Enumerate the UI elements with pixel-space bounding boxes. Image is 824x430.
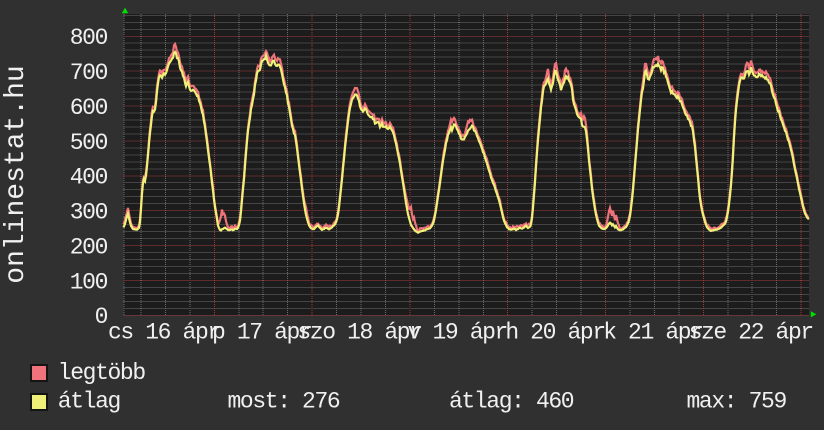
svg-text:p 17 ápr: p 17 ápr: [212, 320, 311, 346]
svg-text:átlag: 460: átlag: 460: [449, 388, 574, 414]
svg-text:max: 759: max: 759: [687, 388, 787, 414]
svg-text:szo 18 ápr: szo 18 ápr: [297, 320, 421, 346]
svg-text:most: 276: most: 276: [228, 388, 340, 414]
svg-text:500: 500: [70, 130, 108, 156]
svg-text:h 20 ápr: h 20 ápr: [505, 320, 604, 346]
svg-text:0: 0: [95, 304, 108, 330]
svg-text:400: 400: [70, 165, 108, 191]
svg-text:600: 600: [70, 95, 108, 121]
svg-text:onlinestat.hu: onlinestat.hu: [1, 65, 32, 283]
svg-text:100: 100: [70, 269, 108, 295]
svg-text:legtöbb: legtöbb: [58, 360, 146, 386]
svg-text:700: 700: [70, 60, 108, 86]
svg-text:800: 800: [70, 25, 108, 51]
svg-text:átlag: átlag: [58, 388, 120, 414]
svg-text:200: 200: [70, 234, 108, 260]
svg-text:k 21 ápr: k 21 ápr: [603, 320, 702, 346]
svg-text:sze 22 ápr: sze 22 ápr: [689, 320, 813, 346]
svg-text:300: 300: [70, 200, 108, 226]
svg-text:v 19 ápr: v 19 ápr: [408, 320, 507, 346]
svg-text:cs 16 ápr: cs 16 ápr: [108, 320, 220, 346]
